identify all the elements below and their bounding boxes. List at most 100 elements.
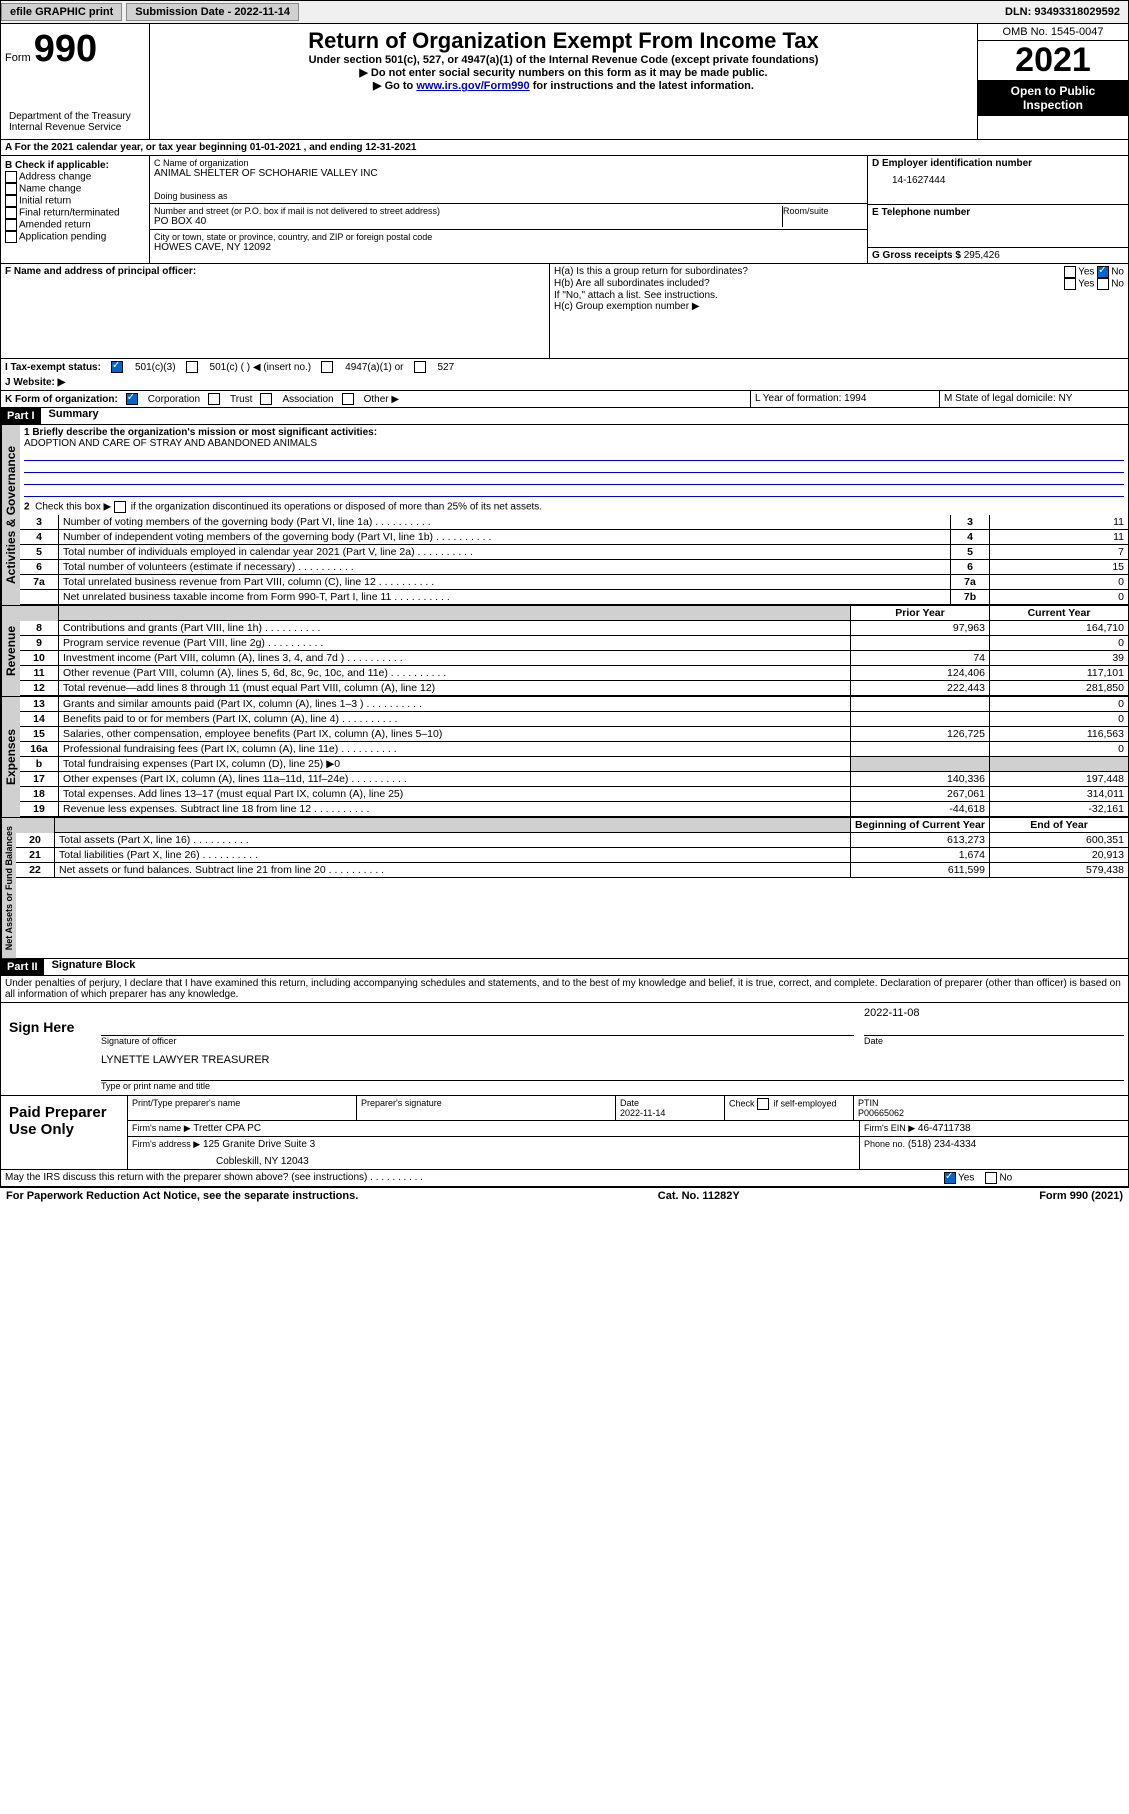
vert-expenses: Expenses (1, 697, 20, 817)
yes-text2: Yes (1078, 279, 1094, 290)
k-assoc[interactable] (260, 393, 272, 405)
officer-sub: Type or print name and title (101, 1080, 1124, 1091)
exp-table: 13Grants and similar amounts paid (Part … (20, 697, 1128, 817)
form-number: 990 (34, 28, 97, 70)
k-label: K Form of organization: (5, 394, 118, 405)
checkbox-address-change[interactable] (5, 171, 17, 183)
addr-label: Number and street (or P.O. box if mail i… (154, 206, 782, 216)
department-label: Department of the Treasury Internal Reve… (5, 109, 145, 135)
i-o1: 501(c)(3) (135, 362, 176, 373)
org-city: HOWES CAVE, NY 12092 (154, 242, 863, 253)
footer-mid: Cat. No. 11282Y (658, 1190, 740, 1202)
no-text3: No (999, 1173, 1012, 1184)
submission-date-button[interactable]: Submission Date - 2022-11-14 (126, 3, 299, 21)
phone-value: (518) 234-4334 (908, 1139, 976, 1150)
opt-name: Name change (19, 184, 81, 195)
na-table: Beginning of Current YearEnd of Year 20T… (16, 818, 1128, 878)
ha-yes[interactable] (1064, 266, 1076, 278)
i-527[interactable] (414, 361, 426, 373)
firm-ein-label: Firm's EIN ▶ (864, 1123, 915, 1133)
i-o3: 4947(a)(1) or (345, 362, 403, 373)
sig-date-val: 2022-11-08 (864, 1007, 1124, 1021)
firm-addr1: 125 Granite Drive Suite 3 (203, 1139, 315, 1150)
checkbox-final[interactable] (5, 207, 17, 219)
no-text: No (1111, 267, 1124, 278)
hb-note: If "No," attach a list. See instructions… (554, 290, 1124, 301)
identity-section: B Check if applicable: Address change Na… (1, 156, 1128, 264)
vert-net-assets: Net Assets or Fund Balances (1, 818, 16, 958)
self-emp-checkbox[interactable] (757, 1098, 769, 1110)
vert-revenue: Revenue (1, 606, 20, 696)
checkbox-initial[interactable] (5, 195, 17, 207)
firm-name: Tretter CPA PC (193, 1123, 261, 1134)
k-corp[interactable] (126, 393, 138, 405)
checkbox-amended[interactable] (5, 219, 17, 231)
room-label: Room/suite (783, 206, 863, 227)
form-header: Form 990 Department of the Treasury Inte… (1, 24, 1128, 140)
ptin-value: P00665062 (858, 1108, 1124, 1118)
yes-text3: Yes (958, 1173, 974, 1184)
hb-no[interactable] (1097, 278, 1109, 290)
sign-here-label: Sign Here (1, 1003, 97, 1095)
opt-initial: Initial return (19, 196, 71, 207)
c-name-label: C Name of organization (154, 158, 863, 168)
dba-label: Doing business as (154, 191, 863, 201)
i-o2: 501(c) ( ) ◀ (insert no.) (210, 362, 312, 373)
firm-addr2: Cobleskill, NY 12043 (132, 1150, 855, 1167)
i-501c[interactable] (186, 361, 198, 373)
sig-date-line: Date (864, 1035, 1124, 1046)
sign-here-section: Sign Here Signature of officer 2022-11-0… (1, 1003, 1128, 1096)
q1-label: 1 Briefly describe the organization's mi… (24, 427, 1124, 438)
gov-table: 3Number of voting members of the governi… (20, 515, 1128, 605)
part2-tag: Part II (1, 959, 44, 975)
form-prefix: Form (5, 52, 31, 64)
hb-yes[interactable] (1064, 278, 1076, 290)
i-501c3[interactable] (111, 361, 123, 373)
firm-addr-label: Firm's address ▶ (132, 1139, 200, 1149)
firm-ein: 46-4711738 (918, 1123, 971, 1134)
discuss-yes[interactable] (944, 1172, 956, 1184)
hb-label: H(b) Are all subordinates included? (554, 278, 1064, 290)
efile-print-button[interactable]: efile GRAPHIC print (1, 3, 122, 21)
checkbox-name-change[interactable] (5, 183, 17, 195)
g-receipts-value: 295,426 (964, 250, 1000, 261)
box-b-title: B Check if applicable: (5, 160, 145, 171)
footer-left: For Paperwork Reduction Act Notice, see … (6, 1190, 358, 1202)
checkbox-pending[interactable] (5, 231, 17, 243)
ha-no[interactable] (1097, 266, 1109, 278)
k-o1: Corporation (148, 394, 200, 405)
k-o4: Other ▶ (364, 394, 399, 405)
k-o3: Association (282, 394, 333, 405)
paid-preparer-section: Paid Preparer Use Only Print/Type prepar… (1, 1096, 1128, 1170)
org-address: PO BOX 40 (154, 216, 782, 227)
opt-final: Final return/terminated (19, 208, 120, 219)
check-self: Check if self-employed (725, 1096, 854, 1120)
ha-label: H(a) Is this a group return for subordin… (554, 266, 1064, 278)
discuss-no[interactable] (985, 1172, 997, 1184)
irs-link[interactable]: www.irs.gov/Form990 (416, 80, 529, 92)
paid-label: Paid Preparer Use Only (1, 1096, 128, 1169)
vert-activities: Activities & Governance (1, 425, 20, 605)
i-label: I Tax-exempt status: (5, 362, 101, 373)
org-name: ANIMAL SHELTER OF SCHOHARIE VALLEY INC (154, 168, 863, 179)
i-4947[interactable] (321, 361, 333, 373)
j-website: J Website: ▶ (1, 375, 1128, 390)
omb-number: OMB No. 1545-0047 (978, 24, 1128, 41)
k-other[interactable] (342, 393, 354, 405)
q2-checkbox[interactable] (114, 501, 126, 513)
part1-tag: Part I (1, 408, 41, 424)
open-public-badge: Open to Public Inspection (978, 80, 1128, 116)
footer-right: Form 990 (2021) (1039, 1190, 1123, 1202)
k-trust[interactable] (208, 393, 220, 405)
note-ssn: ▶ Do not enter social security numbers o… (158, 66, 969, 79)
g-receipts-label: G Gross receipts $ (872, 250, 961, 261)
dln-label: DLN: 93493318029592 (1005, 6, 1128, 18)
opt-amended: Amended return (19, 220, 91, 231)
prep-date: 2022-11-14 (620, 1108, 720, 1118)
form-container: efile GRAPHIC print Submission Date - 20… (0, 0, 1129, 1188)
prep-date-label: Date (620, 1098, 720, 1108)
firm-name-label: Firm's name ▶ (132, 1123, 191, 1133)
e-phone-label: E Telephone number (872, 207, 970, 218)
note-post: for instructions and the latest informat… (530, 80, 754, 92)
prep-sig-label: Preparer's signature (357, 1096, 616, 1120)
